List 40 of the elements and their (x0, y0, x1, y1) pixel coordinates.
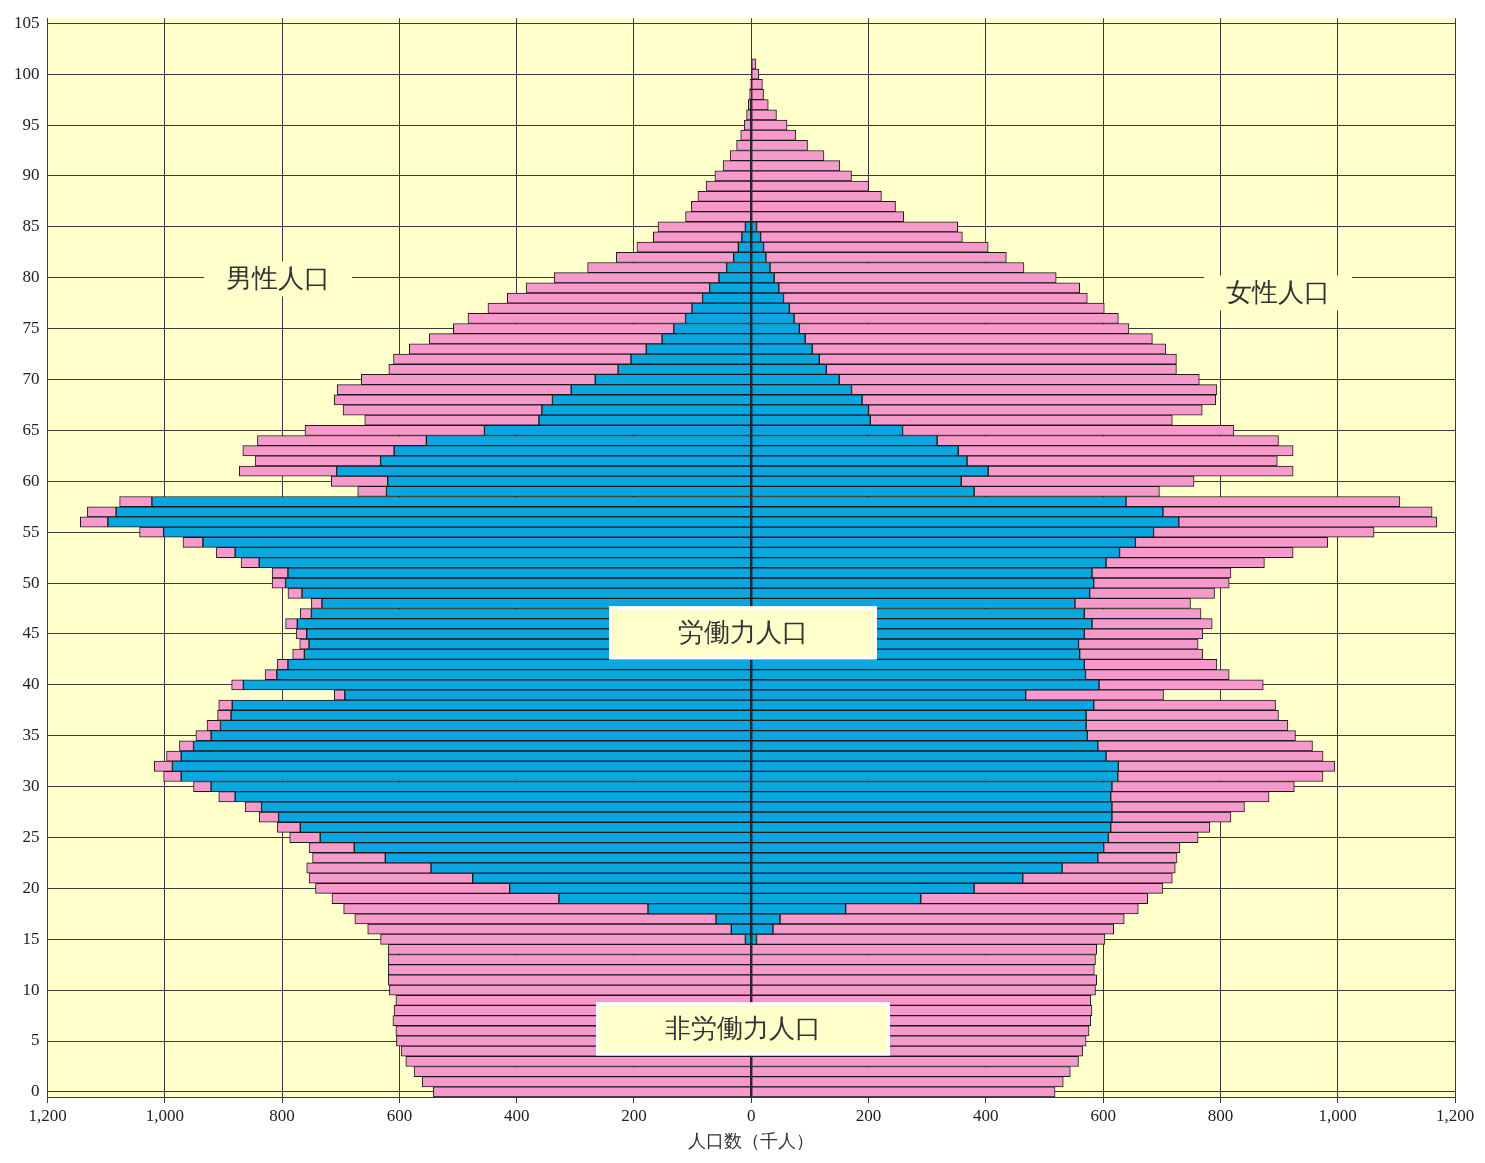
label-box: 女性人口 (1203, 275, 1352, 311)
x-tick-label: 1,000 (145, 1105, 184, 1125)
y-tick-label: 80 (22, 267, 40, 287)
y-tick-label: 75 (22, 318, 40, 338)
y-tick-label: 60 (22, 470, 40, 490)
y-tick-label: 40 (22, 674, 40, 694)
y-tick-label: 50 (22, 572, 40, 592)
label-box: 非労働力人口 (595, 1002, 890, 1056)
label-box: 労働力人口 (608, 606, 877, 660)
y-tick-label: 95 (22, 114, 40, 134)
y-tick-label: 55 (22, 521, 40, 541)
y-tick-label: 25 (22, 826, 40, 846)
label-box: 男性人口 (204, 261, 353, 297)
x-tick-label: 800 (269, 1105, 295, 1125)
y-tick-label: 85 (22, 216, 40, 236)
y-tick-label: 100 (14, 63, 40, 83)
y-tick-label: 30 (22, 776, 40, 796)
x-tick-label: 600 (1090, 1105, 1116, 1125)
x-tick-label: 800 (1207, 1105, 1234, 1125)
x-tick-label: 200 (621, 1105, 647, 1125)
y-tick-label: 70 (22, 368, 40, 388)
y-tick-label: 20 (22, 877, 40, 897)
x-tick-label: 400 (973, 1105, 999, 1125)
y-tick-label: 105 (14, 12, 40, 32)
x-tick-label: 400 (503, 1105, 530, 1125)
y-tick-label: 5 (31, 1030, 40, 1050)
x-tick-label: 0 (747, 1105, 756, 1125)
x-tick-label: 1,200 (28, 1105, 67, 1125)
y-tick-label: 15 (22, 928, 40, 948)
y-tick-label: 10 (22, 979, 40, 999)
x-tick-label: 200 (855, 1105, 882, 1125)
x-tick-label: 600 (386, 1105, 413, 1125)
y-tick-label: 35 (22, 725, 40, 745)
x-axis-title: 人口数（千人） (688, 1129, 815, 1151)
y-tick-label: 0 (31, 1081, 40, 1101)
x-tick-label: 1,000 (1318, 1105, 1357, 1125)
y-tick-label: 65 (22, 419, 40, 439)
y-tick-label: 90 (22, 165, 40, 185)
y-tick-label: 45 (22, 623, 40, 643)
x-tick-label: 1,200 (1435, 1105, 1475, 1125)
